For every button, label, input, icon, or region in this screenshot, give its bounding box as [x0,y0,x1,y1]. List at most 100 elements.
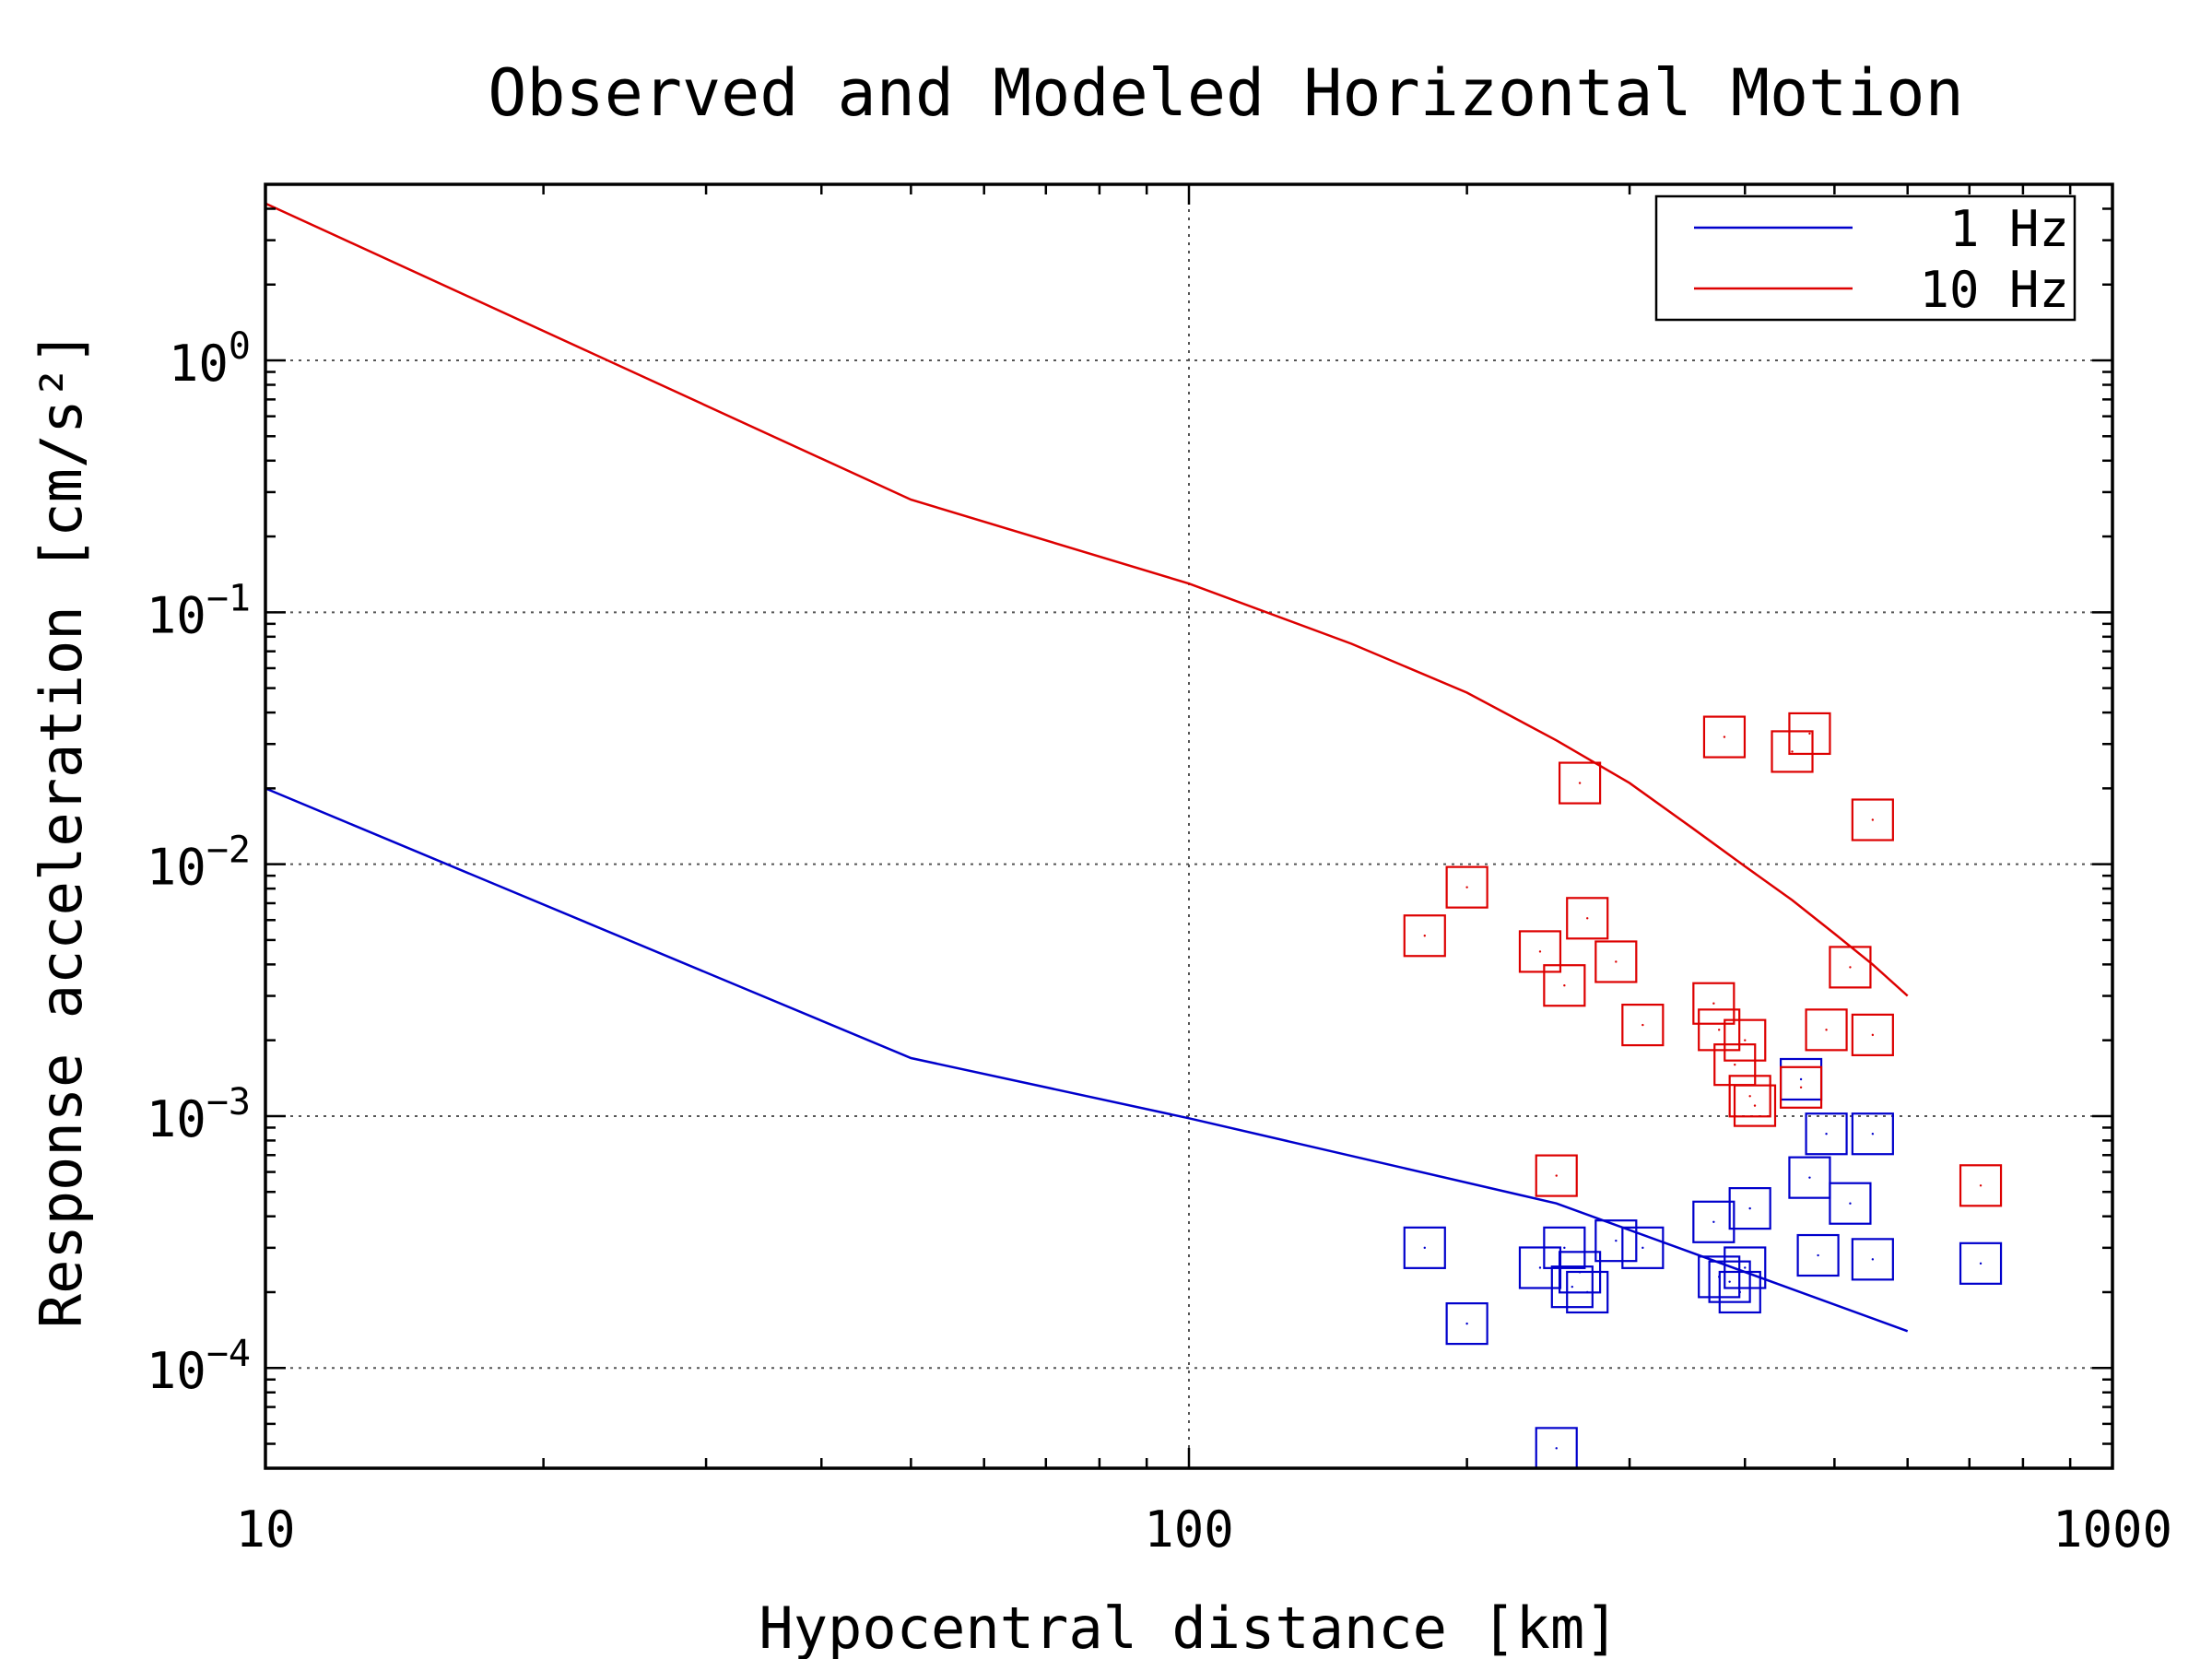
marker-1-hz-observed [1724,1246,1767,1289]
marker-center-1-hz-observed [1744,1266,1747,1269]
marker-center-10-hz-observed [1723,735,1726,738]
marker-1-hz-observed [1403,1226,1446,1269]
marker-10-hz-observed [1851,798,1894,841]
marker-10-hz-observed [1959,1164,2003,1207]
marker-center-10-hz-observed [1849,966,1852,969]
marker-center-1-hz-observed [1799,1077,1803,1081]
marker-10-hz-observed [1445,865,1488,909]
x-tick-label: 10 [235,1500,295,1559]
marker-center-1-hz-observed [1748,1206,1751,1210]
chart-title: Observed and Modeled Horizontal Motion [488,55,1963,131]
marker-1-hz-observed [1566,1270,1609,1314]
marker-1-hz-observed [1959,1241,2003,1285]
marker-1-hz-observed [1851,1112,1894,1156]
marker-center-1-hz-observed [1465,1322,1468,1325]
legend-label-1hz: 1 Hz [1949,200,2069,258]
legend-box [1654,194,2077,322]
marker-1-hz-observed [1621,1226,1665,1269]
marker-center-10-hz-observed [1641,1023,1644,1027]
x-tick-label: 1000 [2053,1500,2172,1559]
marker-center-10-hz-observed [1744,1039,1747,1041]
legend-label-10hz: 10 Hz [1919,261,2069,319]
marker-center-1-hz-observed [1808,1176,1811,1179]
marker-10-hz-observed [1518,930,1562,973]
marker-1-hz-observed [1728,1187,1771,1230]
ticks [264,184,2114,1468]
marker-center-1-hz-observed [1979,1262,1983,1265]
series-line-1hz [265,787,1909,1333]
marker-center-10-hz-observed [1791,750,1794,753]
marker-center-1-hz-observed [1586,1290,1589,1294]
marker-center-10-hz-observed [1825,1029,1828,1031]
marker-1-hz-observed [1594,1219,1638,1263]
marker-10-hz-observed [1724,1018,1767,1062]
marker-1-hz-observed [1692,1200,1735,1243]
marker-center-10-hz-observed [1423,935,1426,937]
marker-center-10-hz-observed [1615,960,1618,963]
grid-lines [265,184,2112,1468]
marker-center-1-hz-observed [1615,1239,1618,1242]
marker-center-1-hz-observed [1555,1447,1558,1450]
marker-10-hz-observed [1594,940,1638,983]
marker-center-10-hz-observed [1563,984,1566,987]
y-axis-label: Response acceleration [cm/s²] [28,331,95,1329]
marker-10-hz-observed [1698,1008,1741,1052]
marker-10-hz-observed [1771,730,1814,773]
marker-center-1-hz-observed [1728,1280,1731,1283]
y-tick-label: 10−3 [147,1081,251,1148]
marker-center-1-hz-observed [1849,1202,1852,1205]
marker-1-hz-observed [1796,1233,1840,1277]
x-tick-label: 100 [1144,1500,1234,1559]
marker-10-hz-observed [1403,914,1446,958]
marker-center-10-hz-observed [1586,917,1589,920]
marker-center-10-hz-observed [1753,1104,1757,1107]
marker-center-1-hz-observed [1825,1133,1828,1135]
marker-center-1-hz-observed [1641,1246,1644,1250]
marker-center-10-hz-observed [1465,886,1468,888]
y-tick-label: 100 [169,325,251,393]
marker-10-hz-observed [1779,1065,1823,1109]
marker-center-1-hz-observed [1871,1258,1875,1261]
marker-10-hz-observed [1829,946,1872,989]
marker-center-10-hz-observed [1808,732,1811,735]
marker-center-10-hz-observed [1555,1174,1558,1177]
marker-10-hz-observed [1558,761,1602,805]
marker-10-hz-observed [1621,1003,1665,1047]
marker-center-1-hz-observed [1563,1246,1566,1250]
marker-center-10-hz-observed [1712,1002,1715,1005]
y-tick-label: 10−2 [147,830,251,897]
marker-center-10-hz-observed [1871,818,1875,821]
marker-10-hz-observed [1788,712,1831,756]
marker-1-hz-observed [1543,1226,1586,1269]
marker-1-hz-observed [1805,1112,1848,1156]
marker-center-1-hz-observed [1871,1133,1875,1135]
marker-1-hz-observed [1550,1265,1594,1309]
marker-center-10-hz-observed [1979,1184,1983,1187]
marker-10-hz-observed [1733,1084,1777,1127]
legend: 1 Hz 10 Hz [1654,194,2077,322]
marker-center-10-hz-observed [1871,1033,1875,1037]
marker-center-1-hz-observed [1817,1253,1819,1257]
marker-1-hz-observed [1445,1302,1488,1346]
series-layer [265,202,1909,1333]
marker-center-1-hz-observed [1712,1220,1715,1223]
marker-1-hz-observed [1788,1156,1831,1199]
marker-10-hz-observed [1851,1013,1894,1056]
marker-center-1-hz-observed [1571,1285,1574,1288]
marker-10-hz-observed [1805,1008,1848,1052]
marker-center-1-hz-observed [1423,1246,1426,1250]
marker-layer [1403,712,2003,1470]
marker-center-10-hz-observed [1799,1086,1803,1088]
y-tick-label: 10−4 [147,1333,251,1400]
y-tick-label: 10−1 [147,577,251,644]
marker-10-hz-observed [1566,897,1609,940]
marker-center-10-hz-observed [1578,782,1582,784]
marker-10-hz-observed [1702,715,1747,759]
marker-center-10-hz-observed [1717,1029,1721,1031]
marker-10-hz-observed [1692,982,1735,1025]
marker-10-hz-observed [1535,1154,1578,1197]
marker-center-1-hz-observed [1538,1266,1542,1269]
marker-1-hz-observed [1851,1238,1894,1281]
marker-1-hz-observed [1708,1260,1751,1303]
